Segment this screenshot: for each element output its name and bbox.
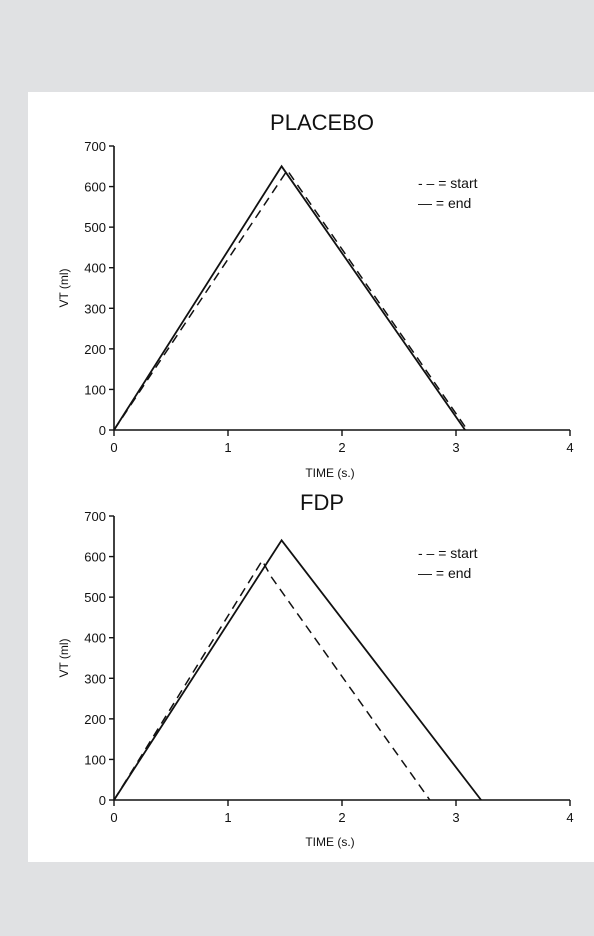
- chart-0: PLACEBO 0 100 200 300 400 500 600 700 0 1 2 3 4 TIME (…: [57, 110, 574, 480]
- series-line-start: [113, 559, 431, 801]
- y-tick-label: 100: [84, 752, 106, 767]
- y-tick-label: 100: [84, 382, 106, 397]
- y-tick-label: 600: [84, 550, 106, 565]
- y-tick-label: 400: [84, 631, 106, 646]
- legend-entry-dashed: - – = start: [418, 175, 478, 191]
- chart-title: PLACEBO: [270, 110, 374, 135]
- y-tick-label: 0: [99, 793, 106, 808]
- x-axis-label: TIME (s.): [305, 466, 354, 480]
- y-tick-label: 400: [84, 261, 106, 276]
- y-tick-label: 200: [84, 342, 106, 357]
- y-axis-label: VT (ml): [57, 268, 71, 307]
- y-axis-label: VT (ml): [57, 638, 71, 677]
- x-tick-label: 4: [566, 810, 573, 825]
- y-tick-label: 500: [84, 220, 106, 235]
- screenshot-frame: PLACEBO 0 100 200 300 400 500 600 700 0 1 2 3 4 TIME (…: [8, 8, 594, 928]
- x-tick-label: 3: [452, 810, 459, 825]
- y-tick-label: 500: [84, 590, 106, 605]
- y-tick-label: 300: [84, 671, 106, 686]
- y-tick-label: 0: [99, 423, 106, 438]
- series-line-end: [113, 538, 482, 801]
- x-tick-label: 2: [338, 440, 345, 455]
- figure-panel: PLACEBO 0 100 200 300 400 500 600 700 0 1 2 3 4 TIME (…: [28, 92, 594, 862]
- y-tick-label: 300: [84, 301, 106, 316]
- chart-title: FDP: [300, 490, 344, 515]
- x-axis-label: TIME (s.): [305, 835, 354, 849]
- x-tick-label: 1: [224, 440, 231, 455]
- legend-entry-solid: — = end: [418, 195, 471, 211]
- x-tick-label: 0: [110, 440, 117, 455]
- legend-entry-dashed: - – = start: [418, 545, 478, 561]
- chart-1: FDP 0 100 200 300 400 500 600 700 0 1 2 3 4 TIME (s.) V…: [57, 490, 574, 849]
- x-tick-label: 0: [110, 810, 117, 825]
- x-tick-label: 3: [452, 440, 459, 455]
- y-tick-label: 700: [84, 139, 106, 154]
- x-tick-label: 1: [224, 810, 231, 825]
- y-tick-label: 700: [84, 509, 106, 524]
- y-tick-label: 200: [84, 712, 106, 727]
- x-tick-label: 2: [338, 810, 345, 825]
- series-line-start: [113, 168, 469, 431]
- y-tick-label: 600: [84, 180, 106, 195]
- x-tick-label: 4: [566, 440, 573, 455]
- series-line-end: [113, 164, 466, 431]
- legend-entry-solid: — = end: [418, 565, 471, 581]
